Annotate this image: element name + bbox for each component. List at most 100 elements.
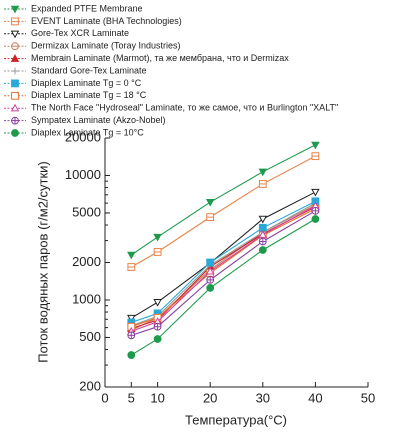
marker-shape [206, 284, 215, 292]
legend-label: Sympatex Laminate (Akzo-Nobel) [31, 115, 166, 125]
data-point [258, 215, 268, 224]
legend-marker [11, 116, 19, 125]
legend-marker [11, 17, 19, 26]
legend-item: Diaplex Laminate Tg = 0 °C [4, 78, 142, 88]
data-point [153, 233, 162, 242]
marker-shape [10, 5, 20, 14]
legend-marker [11, 91, 19, 100]
legend-marker [11, 129, 19, 137]
marker-shape [205, 266, 215, 275]
data-point [311, 206, 320, 215]
marker-shape [10, 30, 20, 39]
legend-label: Membrain Laminate (Marmot), та же мембра… [31, 53, 289, 63]
legend-label: EVENT Laminate (BHA Technologies) [31, 16, 182, 26]
legend-item: Expanded PTFE Membrane [4, 3, 143, 13]
data-point [127, 314, 136, 323]
marker-shape [258, 168, 268, 177]
marker-shape [258, 230, 268, 238]
legend-item: Standard Gore-Tex Laminate [4, 65, 147, 75]
data-point [153, 322, 162, 331]
data-point [205, 266, 215, 275]
marker-shape [311, 188, 320, 197]
x-tick-label: 10 [150, 390, 164, 405]
marker-shape [205, 198, 215, 207]
legend-item: The North Face "Hydroseal" Laminate, то … [4, 103, 338, 113]
x-tick-label: 20 [203, 390, 217, 405]
marker-shape [258, 223, 267, 232]
marker-shape [11, 79, 19, 88]
data-point [258, 230, 268, 238]
x-tick-label: 40 [308, 390, 322, 405]
legend-label: Diaplex Laminate Tg = 0 °C [31, 78, 142, 88]
legend-marker [10, 30, 20, 39]
marker-shape [153, 233, 162, 242]
legend-marker [10, 54, 20, 62]
legend-label: Standard Gore-Tex Laminate [31, 65, 147, 75]
marker-shape [258, 215, 268, 224]
y-tick-label: 200 [79, 378, 101, 393]
x-axis-label: Температура(°C) [185, 412, 287, 427]
data-point [206, 284, 215, 292]
legend-item: Diaplex Laminate Tg = 10°C [4, 127, 144, 137]
marker-shape [127, 251, 136, 260]
data-point [258, 223, 267, 232]
marker-shape [10, 54, 20, 62]
data-point [153, 298, 162, 307]
legend-marker [10, 5, 20, 14]
x-tick-label: 0 [101, 390, 108, 405]
marker-shape [258, 246, 267, 254]
data-point [127, 351, 136, 359]
legend-marker [10, 103, 20, 112]
marker-shape [10, 103, 20, 112]
legend-label: Gore-Tex XCR Laminate [31, 28, 129, 38]
legend-label: Dermizax Laminate (Toray Industries) [31, 41, 181, 51]
marker-shape [153, 335, 162, 343]
data-point [258, 180, 267, 188]
data-point [127, 251, 136, 260]
data-point [311, 152, 320, 161]
data-point [311, 141, 320, 150]
legend-marker [11, 42, 19, 51]
data-point [206, 275, 215, 284]
x-tick-label: 50 [361, 390, 375, 405]
legend-label: Diaplex Laminate Tg = 10°C [31, 127, 144, 137]
data-point [153, 335, 162, 343]
legend-item: EVENT Laminate (BHA Technologies) [4, 16, 182, 26]
data-point [311, 188, 320, 197]
legend-label: Diaplex Laminate Tg = 18 °C [31, 90, 147, 100]
legend-marker [11, 79, 19, 88]
legend-item: Gore-Tex XCR Laminate [4, 28, 129, 38]
y-tick-label: 500 [79, 329, 101, 344]
legend-label: Expanded PTFE Membrane [31, 3, 143, 13]
y-tick-label: 1000 [72, 291, 101, 306]
marker-shape [11, 129, 19, 137]
data-point [127, 263, 136, 271]
marker-shape [127, 351, 136, 359]
x-tick-label: 30 [256, 390, 270, 405]
data-point [205, 198, 215, 207]
data-point [153, 248, 162, 256]
data-point [311, 215, 320, 223]
x-tick-label: 5 [128, 390, 135, 405]
legend-item: Dermizax Laminate (Toray Industries) [4, 41, 181, 51]
marker-shape [206, 258, 215, 267]
marker-shape [11, 91, 19, 100]
legend-item: Sympatex Laminate (Akzo-Nobel) [4, 115, 166, 125]
legend-label: The North Face "Hydroseal" Laminate, то … [31, 103, 338, 113]
data-point [206, 213, 215, 222]
marker-shape [311, 215, 320, 223]
data-point [258, 237, 267, 246]
data-point [127, 331, 136, 340]
data-point [206, 258, 215, 267]
marker-shape [311, 141, 320, 150]
marker-shape [153, 298, 162, 307]
legend-marker [11, 67, 19, 75]
y-tick-label: 5000 [72, 204, 101, 219]
legend-item: Membrain Laminate (Marmot), та же мембра… [4, 53, 289, 63]
y-axis-label: Поток водяных паров (г/м2/сутки) [35, 161, 50, 363]
y-tick-label: 10000 [65, 167, 101, 182]
marker-shape [127, 314, 136, 323]
y-tick-label: 2000 [72, 254, 101, 269]
series-line [131, 218, 316, 356]
